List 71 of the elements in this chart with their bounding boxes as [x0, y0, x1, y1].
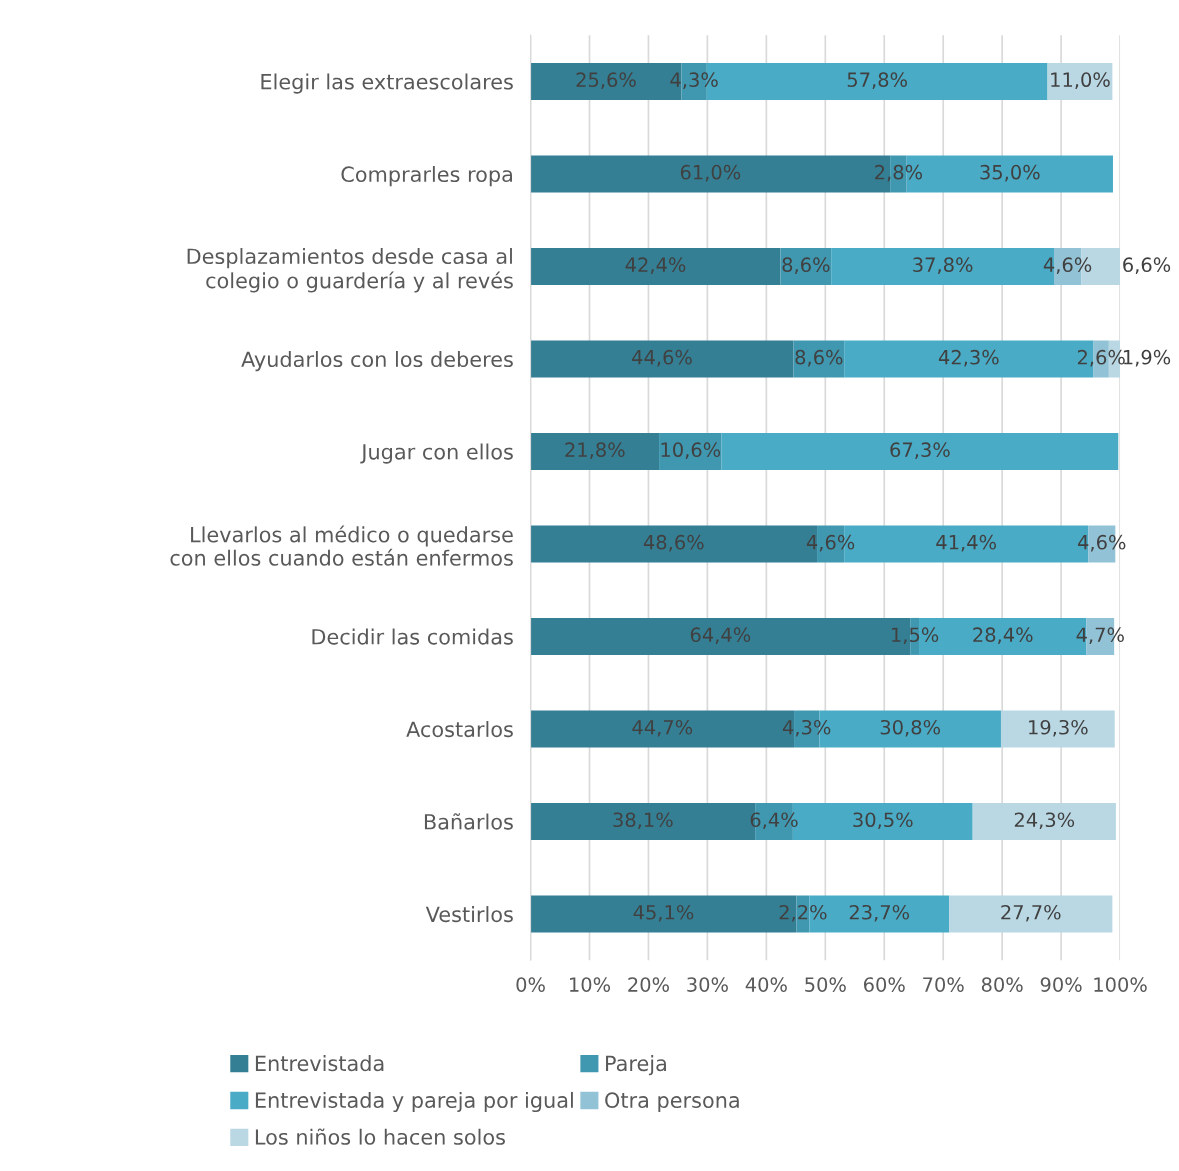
- y-tick-label: Comprarles ropa: [341, 165, 512, 187]
- x-tick-label: 100%: [1094, 977, 1147, 992]
- bar: [949, 895, 1113, 933]
- x-tick-label: 50%: [805, 977, 846, 992]
- y-tick-label: Acostarlos: [406, 721, 513, 738]
- legend-label: Pareja: [606, 1055, 666, 1076]
- y-tick-label: Llevarlos al médico o quedarse con ellos cuando están enfermos: [170, 525, 513, 566]
- data-label: 21,8%: [565, 442, 625, 460]
- data-label: 37,8%: [913, 257, 973, 275]
- y-tick-label: Jugar con ellos: [360, 443, 513, 464]
- y-tick-label: Bañarlos: [424, 813, 513, 830]
- data-label: 30,5%: [853, 812, 913, 830]
- data-label: 2,2%: [779, 904, 827, 922]
- legend-label: Entrevistada y pareja por igual: [255, 1091, 573, 1113]
- data-label: 19,3%: [1029, 719, 1088, 737]
- x-tick-label: 60%: [864, 977, 905, 992]
- data-label: 57,8%: [847, 72, 907, 90]
- data-label: 27,7%: [1001, 904, 1061, 922]
- data-label: 11,0%: [1051, 72, 1110, 90]
- data-label: 38,1%: [613, 812, 673, 830]
- legend-label: Los niños lo hacen solos: [255, 1128, 505, 1145]
- legend-label: Otra persona: [605, 1092, 739, 1113]
- data-label: 42,4%: [625, 257, 686, 275]
- y-tick-label: Elegir las extraescolares: [261, 73, 513, 94]
- data-label: 10,6%: [661, 442, 721, 460]
- data-label: 35,0%: [980, 164, 1040, 182]
- data-label: 4,6%: [1043, 257, 1092, 275]
- data-label: 2,8%: [875, 164, 923, 182]
- x-tick-label: 70%: [923, 977, 964, 992]
- data-label: 6,4%: [750, 812, 798, 830]
- bar: [1000, 710, 1115, 748]
- data-label: 48,6%: [643, 534, 704, 552]
- y-tick-label: Desplazamientos desde casa al colegio o guardería y al revés: [187, 247, 513, 293]
- data-label: 23,7%: [849, 904, 910, 922]
- data-label: 24,3%: [1014, 812, 1075, 830]
- data-label: 1,5%: [892, 627, 939, 645]
- x-tick-label: 30%: [687, 977, 728, 992]
- bar: [659, 432, 722, 470]
- x-tick-label: 80%: [981, 977, 1023, 992]
- bar: [530, 247, 781, 285]
- bar: [721, 432, 1119, 470]
- data-label: 1,9%: [1123, 349, 1171, 367]
- data-label: 30,8%: [880, 719, 940, 737]
- data-label: 8,6%: [782, 257, 830, 275]
- x-tick-label: 90%: [1040, 977, 1082, 992]
- data-label: 42,3%: [938, 349, 999, 367]
- y-tick-label: Decidir las comidas: [312, 628, 513, 645]
- y-tick-label: Vestirlos: [425, 906, 513, 923]
- x-tick-label: 40%: [745, 977, 787, 992]
- data-label: 41,4%: [936, 534, 996, 552]
- x-tick-label: 0%: [516, 977, 545, 992]
- data-label: 44,7%: [632, 719, 693, 737]
- bar: [972, 802, 1116, 840]
- data-label: 8,6%: [795, 349, 843, 367]
- data-label: 25,6%: [576, 72, 636, 90]
- legend-label: Entrevistada: [255, 1055, 384, 1072]
- data-label: 44,6%: [632, 349, 692, 367]
- data-label: 4,6%: [806, 534, 855, 552]
- x-tick-label: 20%: [628, 977, 669, 992]
- data-label: 28,4%: [973, 627, 1033, 645]
- data-label: 67,3%: [890, 442, 950, 460]
- y-tick-label: Ayudarlos con los deberes: [241, 351, 513, 372]
- data-label: 61,0%: [680, 164, 741, 182]
- data-label: 4,3%: [670, 72, 718, 90]
- x-tick-label: 10%: [570, 977, 611, 992]
- data-label: 45,1%: [633, 904, 694, 922]
- bar: [530, 432, 660, 470]
- bar: [530, 340, 794, 378]
- data-label: 6,6%: [1123, 257, 1171, 275]
- data-label: 64,4%: [690, 627, 751, 645]
- data-label: 4,3%: [782, 719, 831, 737]
